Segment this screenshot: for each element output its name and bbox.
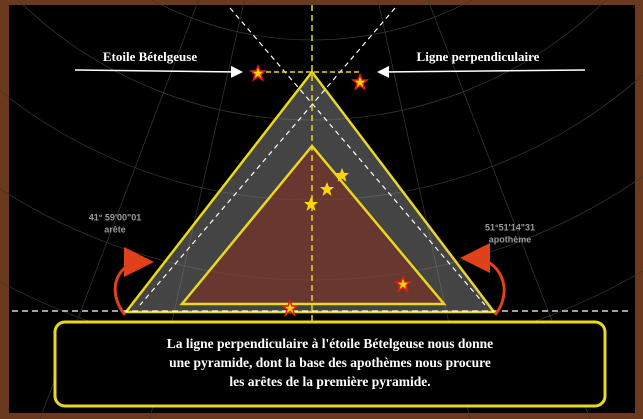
diagonal (229, 7, 486, 306)
angle-label: 41° 59'00"01 (89, 212, 142, 222)
arrow (377, 65, 586, 78)
caption-box (53, 320, 607, 408)
curved-arrow (113, 247, 154, 316)
diagonal (139, 7, 396, 306)
caption: les arêtes de la première pyramide. (229, 374, 430, 389)
caption: une pyramide, dont la base des apothèmes… (169, 355, 491, 370)
angle-label: arête (104, 224, 126, 234)
angle-label: 51°51'14"31 (485, 222, 535, 232)
label: Ligne perpendiculaire (417, 49, 540, 64)
angle-label: apothème (489, 234, 532, 244)
label: Etoile Bételgeuse (103, 49, 197, 64)
inner-pyramid (179, 144, 447, 306)
arrow (74, 65, 243, 78)
caption: La ligne perpendiculaire à l'étoile Béte… (167, 336, 493, 351)
curved-arrow (460, 243, 506, 316)
